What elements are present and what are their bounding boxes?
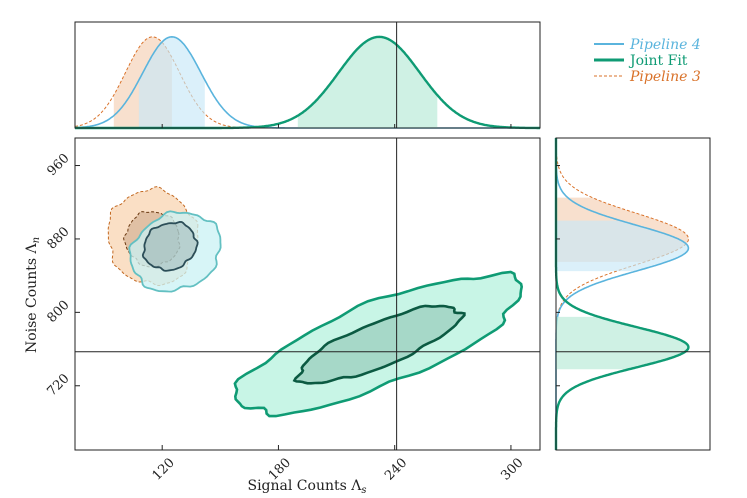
top-panel-frame (74, 21, 541, 129)
right-marginal-pipeline4 (555, 138, 690, 450)
contours-joint (233, 270, 524, 418)
top-ci-band-pipeline4 (138, 36, 205, 128)
legend-item-pipeline4: Pipeline 4 (594, 37, 701, 53)
right-panel-frame (555, 137, 711, 451)
right-density-pipeline4 (555, 138, 690, 450)
contour-95-pipeline4 (128, 210, 222, 293)
right-marginal-joint (554, 138, 690, 450)
right-density-joint (554, 138, 690, 450)
y-tick-label: 880 (44, 224, 72, 252)
y-tick-label: 960 (44, 151, 72, 179)
x-axis-label: Signal Counts Λs (247, 478, 366, 496)
x-tick-label: 120 (150, 455, 178, 483)
legend-label-pipeline3: Pipeline 3 (629, 69, 701, 85)
legend-label-pipeline4: Pipeline 4 (629, 37, 701, 53)
y-tick-label: 720 (44, 371, 72, 399)
legend-item-pipeline3: Pipeline 3 (594, 69, 701, 85)
right-marginal-panel (554, 137, 711, 451)
contours-pipeline4 (128, 210, 222, 293)
right-density-pipeline3 (555, 138, 689, 450)
right-marginal-pipeline3 (555, 138, 689, 450)
y-tick-label: 800 (44, 298, 72, 326)
top-ci-band-joint (297, 36, 438, 128)
x-tick-label: 300 (498, 455, 526, 483)
contour-68-pipeline4 (141, 220, 199, 272)
right-ci-band-pipeline4 (556, 220, 689, 272)
y-axis-label: Noise Counts Λn (24, 237, 42, 353)
main-panel-frame (74, 137, 541, 451)
x-axis-label-subscript: s (361, 485, 366, 496)
top-marginal-panel (74, 21, 541, 130)
x-tick-label: 240 (382, 455, 410, 483)
y-axis-label-subscript: n (31, 237, 42, 243)
contour-68-joint (292, 304, 466, 385)
legend-label-joint: Joint Fit (628, 53, 688, 69)
legend-item-joint: Joint Fit (594, 53, 688, 69)
right-ci-band-joint (556, 316, 689, 370)
